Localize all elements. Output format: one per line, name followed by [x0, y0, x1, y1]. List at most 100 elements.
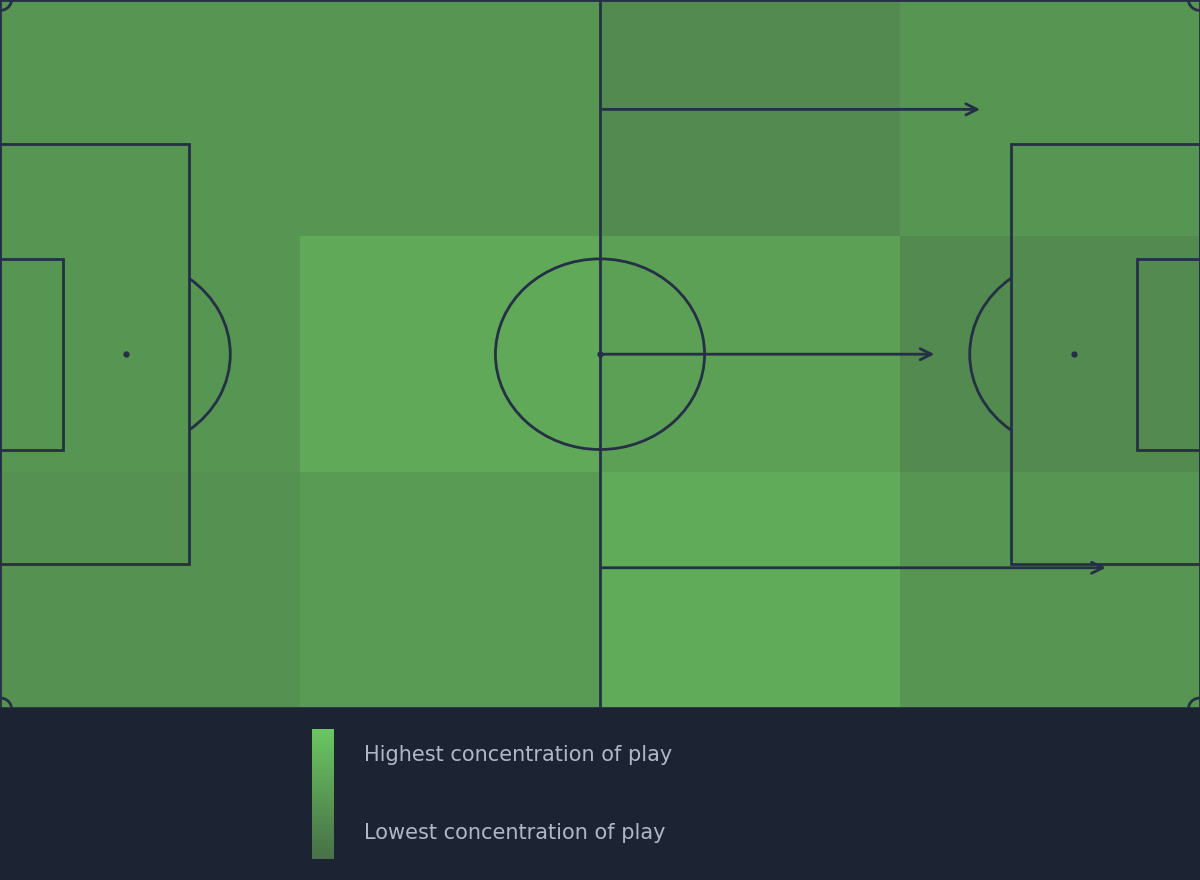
Bar: [312, 789, 334, 790]
Bar: [312, 804, 334, 806]
Bar: [312, 761, 334, 763]
Bar: [312, 788, 334, 789]
Bar: [312, 815, 334, 817]
Bar: [312, 790, 334, 792]
Bar: [312, 793, 334, 794]
Bar: [312, 841, 334, 842]
Bar: [312, 737, 334, 738]
Bar: [312, 820, 334, 822]
Bar: [312, 825, 334, 827]
Bar: [312, 784, 334, 785]
Bar: [0, 259, 62, 450]
Bar: [300, 236, 600, 473]
Bar: [312, 782, 334, 784]
Bar: [312, 837, 334, 839]
Bar: [312, 834, 334, 836]
Bar: [312, 849, 334, 850]
Bar: [312, 741, 334, 742]
Bar: [900, 0, 1200, 236]
Bar: [312, 792, 334, 793]
Bar: [312, 828, 334, 830]
Bar: [312, 803, 334, 804]
Bar: [312, 776, 334, 777]
Bar: [0, 473, 300, 708]
Bar: [312, 836, 334, 837]
Bar: [312, 759, 334, 760]
Bar: [312, 854, 334, 855]
Bar: [312, 853, 334, 854]
Bar: [312, 734, 334, 736]
Bar: [312, 779, 334, 780]
Bar: [600, 236, 900, 473]
Bar: [0, 236, 300, 473]
Bar: [312, 733, 334, 734]
Bar: [312, 857, 334, 858]
Bar: [300, 473, 600, 708]
Bar: [312, 755, 334, 757]
Bar: [312, 833, 334, 834]
Bar: [312, 754, 334, 755]
Text: Highest concentration of play: Highest concentration of play: [364, 745, 672, 765]
Bar: [312, 787, 334, 788]
Bar: [312, 780, 334, 781]
Bar: [312, 774, 334, 776]
Bar: [312, 827, 334, 828]
Bar: [312, 777, 334, 779]
Bar: [312, 766, 334, 768]
Bar: [312, 831, 334, 832]
Bar: [312, 807, 334, 809]
Bar: [312, 817, 334, 818]
Bar: [312, 794, 334, 796]
Bar: [312, 858, 334, 860]
Bar: [312, 736, 334, 737]
Bar: [312, 768, 334, 769]
Bar: [312, 750, 334, 752]
Bar: [312, 814, 334, 815]
Bar: [312, 738, 334, 739]
Bar: [312, 801, 334, 802]
Bar: [600, 473, 900, 708]
Bar: [312, 760, 334, 761]
Bar: [312, 752, 334, 754]
Bar: [312, 799, 334, 801]
Bar: [312, 802, 334, 803]
Bar: [1012, 144, 1200, 564]
Bar: [312, 855, 334, 857]
Bar: [900, 473, 1200, 708]
Bar: [312, 844, 334, 845]
Bar: [312, 744, 334, 746]
Bar: [312, 742, 334, 744]
Bar: [312, 842, 334, 844]
Bar: [312, 739, 334, 741]
Bar: [312, 764, 334, 766]
Bar: [312, 796, 334, 798]
Bar: [312, 839, 334, 840]
Bar: [312, 850, 334, 852]
Bar: [312, 749, 334, 750]
Bar: [312, 812, 334, 814]
Bar: [312, 746, 334, 747]
Bar: [312, 809, 334, 810]
Bar: [312, 730, 334, 731]
Bar: [312, 830, 334, 831]
Bar: [312, 819, 334, 820]
Bar: [312, 747, 334, 749]
Bar: [312, 731, 334, 733]
Bar: [312, 847, 334, 849]
Bar: [312, 806, 334, 807]
Bar: [312, 763, 334, 764]
Bar: [1138, 259, 1200, 450]
Bar: [312, 818, 334, 819]
Bar: [312, 771, 334, 772]
Bar: [0, 144, 188, 564]
Text: Lowest concentration of play: Lowest concentration of play: [364, 824, 665, 843]
Bar: [312, 785, 334, 787]
Bar: [312, 852, 334, 853]
Bar: [312, 781, 334, 782]
Bar: [312, 823, 334, 825]
Bar: [312, 840, 334, 841]
Bar: [312, 832, 334, 833]
Bar: [312, 729, 334, 730]
Bar: [312, 758, 334, 759]
Bar: [900, 236, 1200, 473]
